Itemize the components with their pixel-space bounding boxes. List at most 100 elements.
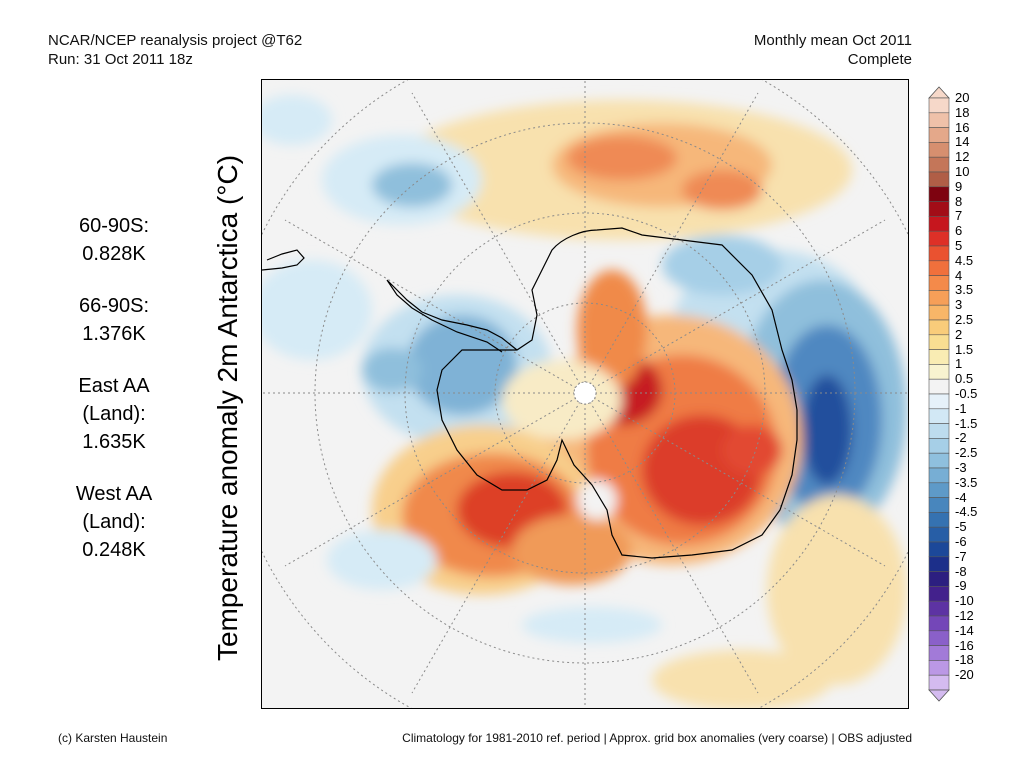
colorbar-swatch [928, 112, 950, 128]
colorbar-swatch [928, 482, 950, 498]
stat-value: 0.248K [82, 539, 146, 561]
stat-value: 1.376K [82, 323, 146, 345]
colorbar-swatch [928, 260, 950, 276]
colorbar-tick-label: 6 [955, 223, 963, 239]
colorbar-swatch [928, 364, 950, 380]
colorbar-swatch [928, 156, 950, 173]
colorbar-swatch [928, 423, 950, 439]
colorbar-swatch [928, 230, 950, 247]
footer-credit: (c) Karsten Haustein [58, 731, 168, 745]
stat-60-90s: 60-90S: 0.828K [58, 212, 170, 268]
colorbar-tick-label: 7 [955, 208, 963, 224]
colorbar-swatch [928, 319, 950, 336]
stat-value: 0.828K [82, 243, 146, 265]
colorbar-swatch [928, 216, 950, 232]
colorbar-top-arrow [928, 86, 950, 99]
colorbar-tick-label: -3.5 [955, 474, 978, 490]
colorbar-bottom-arrow [928, 689, 950, 702]
colorbar-tick-label: -1 [955, 400, 967, 416]
colorbar-tick-label: -12 [955, 608, 974, 623]
colorbar-tick-label: -0.5 [955, 386, 978, 401]
colorbar-swatch [928, 615, 950, 632]
stat-label-2: (Land): [82, 403, 146, 425]
colorbar-tick-label: -6 [955, 534, 967, 549]
colorbar-swatch [928, 97, 950, 114]
map-title-text: Temperature anomaly 2m Antarctica (°C) [212, 154, 243, 662]
colorbar-swatch [928, 556, 950, 572]
footer-note: Climatology for 1981-2010 ref. period | … [402, 731, 912, 745]
colorbar-swatch [928, 467, 950, 484]
header-right: Monthly mean Oct 2011 Complete [754, 31, 912, 69]
anomaly-map-svg [262, 80, 908, 708]
colorbar-tick-label: 4 [955, 267, 963, 283]
colorbar-swatch [928, 201, 950, 217]
colorbar-swatch [928, 438, 950, 454]
header-left: NCAR/NCEP reanalysis project @T62 Run: 3… [48, 31, 302, 69]
colorbar-tick-label: -4 [955, 489, 967, 505]
south-pole-marker [573, 381, 597, 405]
colorbar-swatch [928, 245, 950, 262]
colorbar-tick-label: -7 [955, 548, 967, 564]
colorbar-tick-label: 3 [955, 297, 963, 313]
colorbar-tick-label: 10 [955, 164, 970, 179]
colorbar-swatch [928, 171, 950, 188]
antarctic-peninsula [386, 279, 518, 353]
status-label: Complete [847, 51, 912, 68]
colorbar-tick-label: -10 [955, 593, 974, 609]
colorbar-swatch [928, 645, 950, 661]
colorbar-swatch [928, 142, 950, 158]
colorbar-tick-label: 8 [955, 193, 963, 209]
stat-label: East AA [78, 375, 150, 397]
colorbar-tick-label: 4.5 [955, 252, 974, 268]
colorbar-tick-label: -2 [955, 430, 967, 446]
colorbar-tick-label: 14 [955, 134, 970, 150]
run-label: Run: 31 Oct 2011 18z [48, 51, 193, 68]
colorbar-tick-label: -8 [955, 563, 967, 579]
colorbar-tick-label: 1.5 [955, 341, 974, 357]
colorbar-tick-label: 18 [955, 104, 970, 120]
colorbar-swatch [928, 600, 950, 617]
colorbar-tick-label: -14 [955, 622, 974, 638]
colorbar-tick-label: 2.5 [955, 312, 974, 327]
colorbar-swatch [928, 304, 950, 321]
colorbar-tick-label: 16 [955, 119, 970, 135]
colorbar-tick-label: -18 [955, 652, 974, 668]
stat-66-90s: 66-90S: 1.376K [58, 292, 170, 348]
colorbar-tick-label: -2.5 [955, 445, 978, 461]
colorbar-swatch [928, 393, 950, 410]
colorbar-swatch [928, 586, 950, 602]
colorbar-swatch [928, 541, 950, 558]
colorbar-tick-label: 3.5 [955, 282, 974, 298]
anomaly-map [261, 79, 909, 709]
antarctica-coastline [436, 227, 798, 559]
colorbar-swatch [928, 660, 950, 676]
stat-label: 60-90S: [78, 215, 150, 237]
colorbar-swatch [928, 290, 950, 306]
colorbar-tick-label: -9 [955, 578, 967, 594]
stat-label: 66-90S: [78, 295, 150, 317]
colorbar-tick-label: 20 [955, 90, 970, 105]
colorbar-tick-label: 1 [955, 356, 963, 372]
colorbar-tick-label: 0.5 [955, 371, 974, 387]
colorbar [928, 86, 950, 702]
colorbar-swatch [928, 275, 950, 291]
stat-label: West AA [75, 483, 153, 505]
colorbar-tick-label: 5 [955, 238, 963, 253]
colorbar-tick-label: 2 [955, 326, 963, 342]
colorbar-swatch [928, 512, 950, 528]
graticule [262, 80, 908, 708]
colorbar-swatch [928, 334, 950, 350]
colorbar-tick-label: -1.5 [955, 415, 978, 431]
colorbar-swatch [928, 349, 950, 365]
colorbar-swatch [928, 186, 950, 202]
colorbar-tick-label: 12 [955, 149, 970, 165]
stats-panel: 60-90S: 0.828K 66-90S: 1.376K East AA (L… [58, 212, 170, 588]
colorbar-swatch [928, 408, 950, 424]
colorbar-swatch [928, 526, 950, 543]
colorbar-swatch [928, 497, 950, 513]
south-america-tip [262, 249, 305, 271]
colorbar-tick-label: -20 [955, 667, 974, 683]
colorbar-tick-label: -3 [955, 460, 967, 475]
colorbar-swatch [928, 630, 950, 646]
colorbar-swatch [928, 674, 950, 691]
